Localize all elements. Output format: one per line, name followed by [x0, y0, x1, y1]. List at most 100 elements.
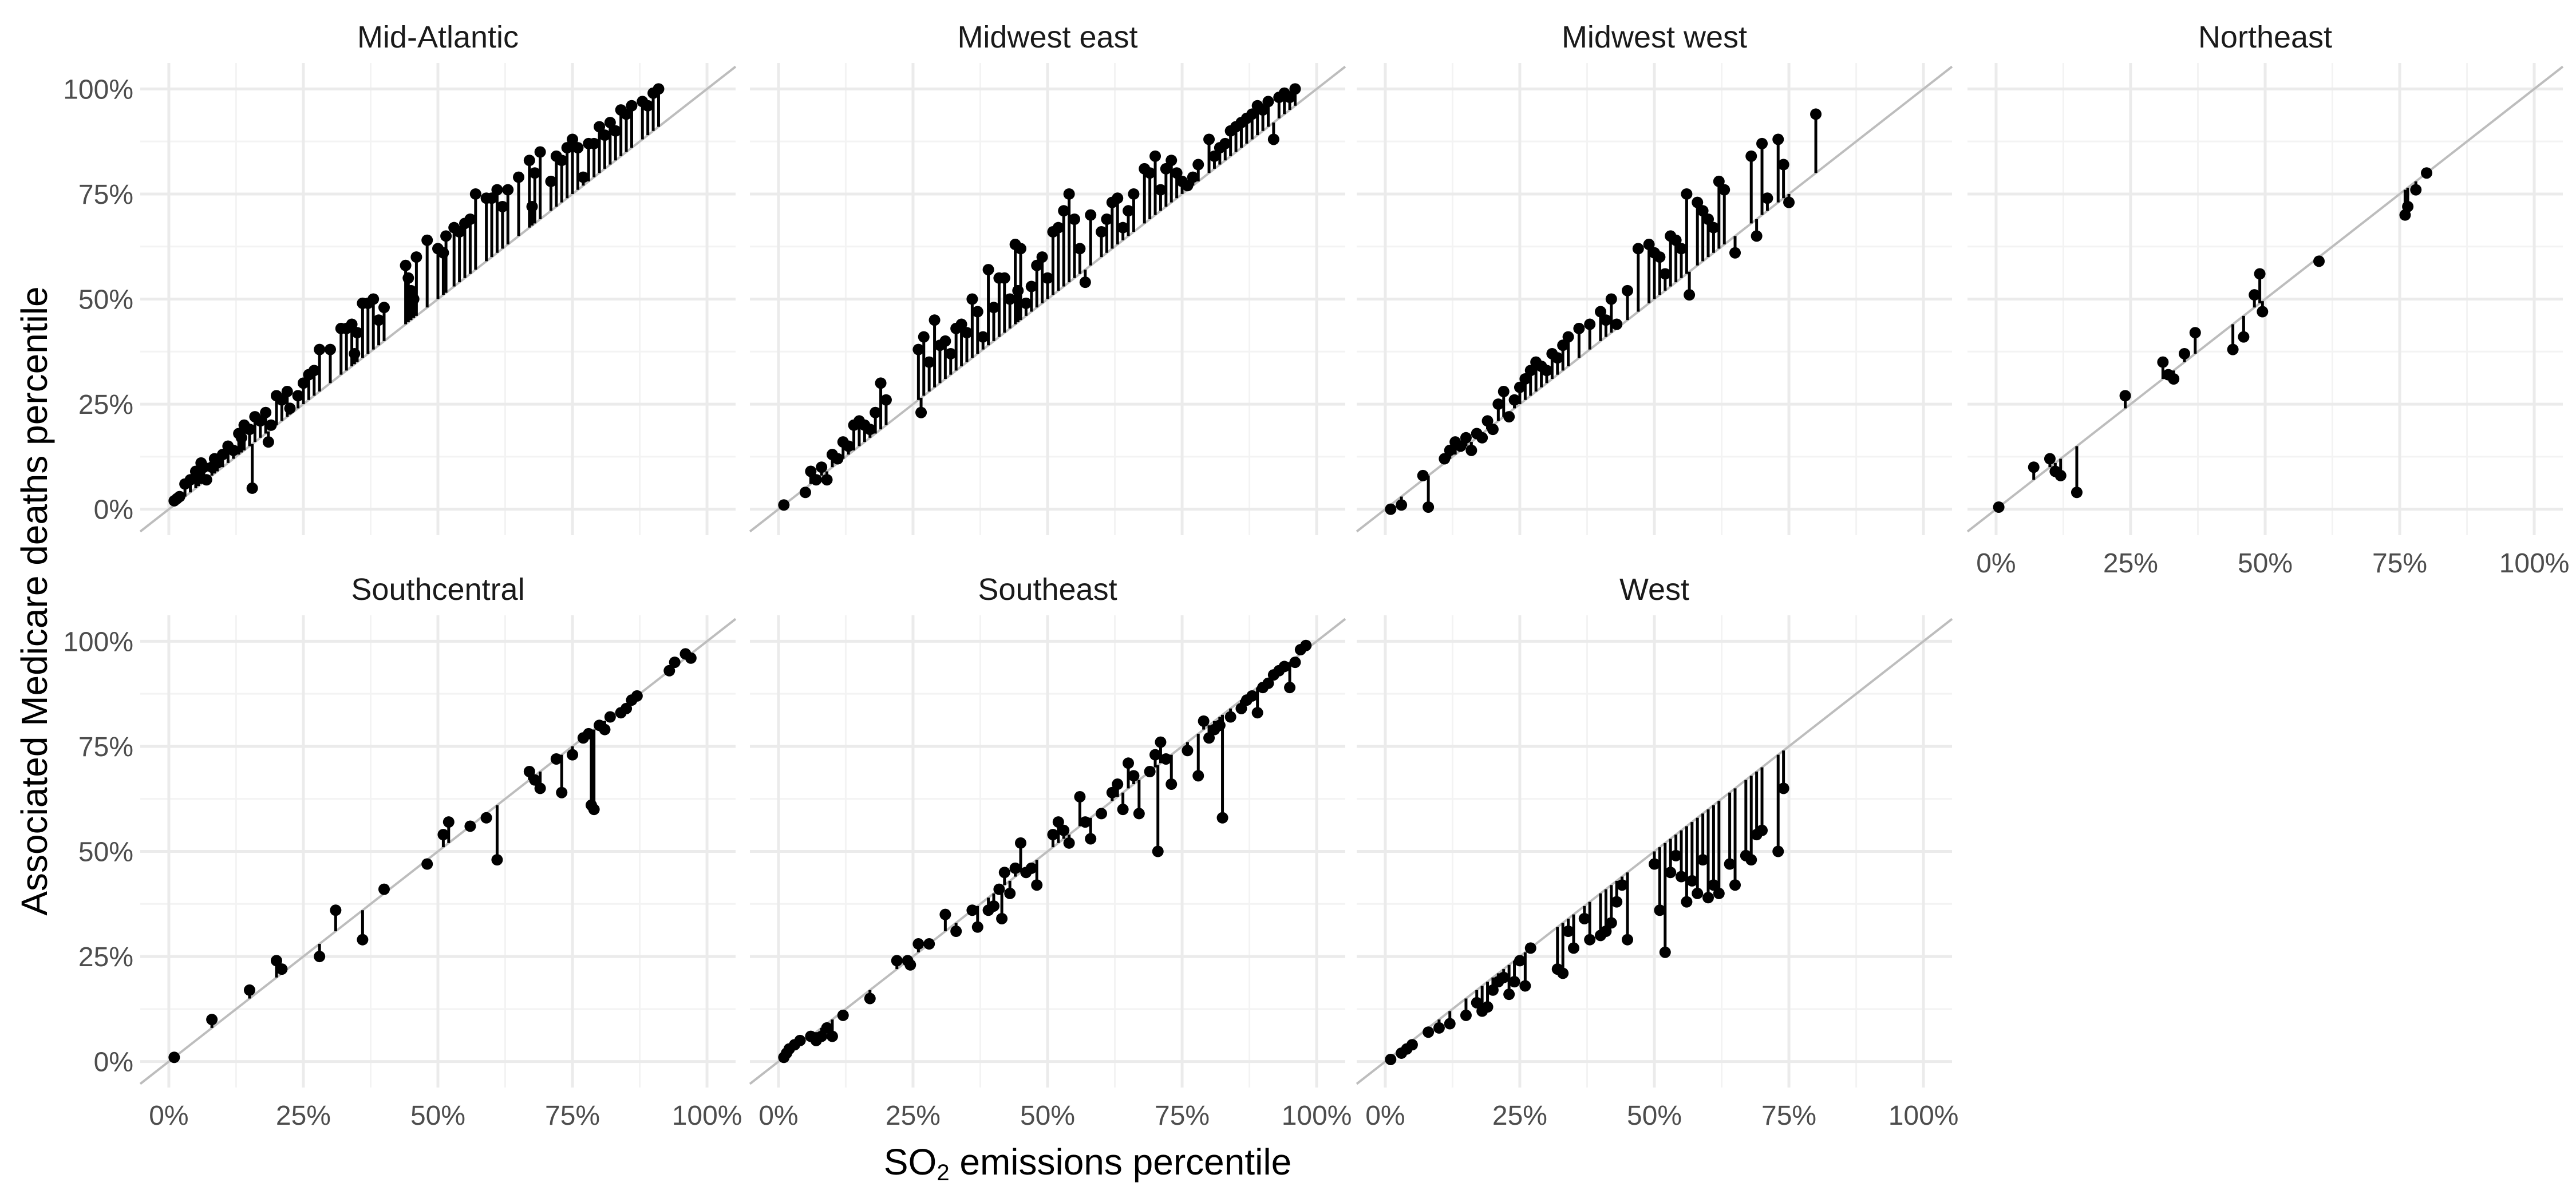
data-point — [1708, 879, 1720, 891]
data-point — [1670, 849, 1682, 861]
data-point — [998, 867, 1010, 879]
x-tick-label: 100% — [1888, 1101, 1959, 1131]
data-point — [368, 293, 380, 305]
data-point — [2055, 469, 2067, 481]
facet-title: Midwest east — [957, 20, 1138, 54]
data-point — [1052, 222, 1064, 234]
data-point — [1514, 381, 1526, 393]
data-point — [1133, 808, 1145, 820]
data-point — [1654, 904, 1666, 916]
data-point — [1079, 276, 1091, 288]
data-point — [1267, 133, 1279, 145]
data-point — [1665, 867, 1677, 879]
y-tick-label: 50% — [78, 837, 133, 868]
data-point — [378, 302, 390, 314]
data-point — [491, 184, 503, 196]
data-point — [912, 343, 924, 355]
data-point — [480, 812, 492, 824]
data-point — [421, 234, 433, 246]
data-point — [243, 424, 255, 436]
x-tick-label: 25% — [276, 1101, 331, 1131]
data-point — [1031, 259, 1043, 271]
data-point — [864, 993, 876, 1005]
data-point — [1810, 108, 1822, 120]
data-point — [410, 251, 422, 263]
data-point — [491, 854, 503, 866]
data-point — [816, 461, 828, 473]
data-point — [1085, 209, 1097, 221]
data-point — [442, 816, 455, 828]
data-point — [1713, 175, 1725, 187]
data-point — [496, 200, 508, 212]
data-point — [1993, 501, 2005, 513]
data-point — [1246, 690, 1258, 702]
facet-panel: 0% 25% 50% 75% 100% 0% 25% 50% 75% 100% — [63, 615, 742, 1131]
data-point — [1036, 251, 1048, 263]
data-point — [2168, 373, 2180, 385]
data-point — [556, 155, 568, 167]
data-point — [918, 331, 930, 343]
data-point — [588, 137, 600, 149]
data-point — [1745, 150, 1757, 162]
data-point — [939, 908, 951, 920]
data-point — [1718, 184, 1730, 196]
data-point — [663, 665, 675, 677]
data-point — [604, 711, 616, 723]
data-point — [1444, 1018, 1456, 1030]
data-point — [982, 264, 994, 276]
x-axis-title-part-2: emissions percentile — [949, 1141, 1292, 1183]
data-point — [1020, 297, 1032, 309]
data-point — [1187, 171, 1199, 183]
data-point — [1584, 934, 1596, 946]
data-point — [1063, 188, 1075, 200]
data-point — [929, 314, 941, 326]
y-tick-label: 25% — [78, 390, 133, 420]
data-point — [1519, 980, 1531, 992]
data-point — [998, 272, 1010, 284]
data-point — [864, 424, 876, 436]
data-point — [297, 377, 309, 389]
data-point — [1524, 365, 1536, 377]
x-tick-label: 25% — [2103, 548, 2158, 579]
data-point — [1692, 887, 1704, 899]
y-tick-label: 75% — [78, 732, 133, 762]
data-point — [821, 474, 833, 486]
data-point — [1004, 293, 1016, 305]
data-point — [1031, 879, 1043, 891]
data-point — [2254, 268, 2266, 280]
data-point — [1289, 83, 1301, 95]
x-axis-title: SO2 emissions percentile — [687, 1141, 1488, 1184]
data-point — [577, 171, 589, 183]
data-point — [314, 951, 326, 963]
data-point — [1155, 184, 1167, 196]
data-point — [502, 184, 514, 196]
data-point — [1155, 736, 1167, 748]
data-point — [1117, 804, 1129, 816]
data-point — [1670, 234, 1682, 246]
data-point — [642, 100, 654, 112]
data-point — [1557, 339, 1569, 351]
data-point — [1562, 331, 1574, 343]
data-point — [955, 318, 967, 330]
data-point — [1772, 845, 1784, 857]
data-point — [891, 955, 903, 967]
data-point — [1433, 1022, 1445, 1034]
data-point — [799, 487, 811, 499]
data-point — [939, 335, 951, 347]
data-point — [1085, 833, 1097, 845]
y-tick-label: 0% — [94, 1047, 133, 1078]
data-point — [1508, 976, 1520, 988]
data-point — [912, 938, 924, 950]
data-point — [1686, 875, 1698, 887]
data-point — [351, 327, 363, 339]
data-point — [1203, 732, 1215, 744]
y-tick-label: 50% — [78, 285, 133, 315]
data-point — [1481, 415, 1494, 427]
data-point — [556, 786, 568, 798]
data-point — [246, 482, 258, 494]
data-point — [923, 356, 935, 368]
facet-panel — [1356, 63, 1953, 535]
data-point — [1149, 749, 1161, 761]
data-point — [1128, 188, 1140, 200]
data-point — [1729, 879, 1741, 891]
